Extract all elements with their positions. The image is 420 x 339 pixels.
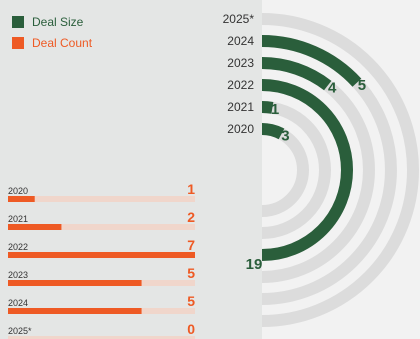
ring-year-label: 2024 xyxy=(227,34,254,48)
bar-fill xyxy=(8,224,62,230)
legend-swatch-deal-size xyxy=(12,16,24,28)
ring-year-label: 2025* xyxy=(223,12,255,26)
bar-value-label: 5 xyxy=(187,293,195,309)
bar-value-label: 7 xyxy=(187,237,195,253)
left-panel xyxy=(0,0,262,339)
ring-arc xyxy=(261,57,332,91)
bar-track xyxy=(8,336,195,339)
radial-chart: 2025* 5 2024 4 2023 19 2022 1 2021 3 2020 xyxy=(223,12,419,327)
bar-track xyxy=(8,196,195,202)
ring-value-label: 19 xyxy=(246,256,263,273)
bar-value-label: 0 xyxy=(187,321,195,337)
ring-track xyxy=(261,13,419,327)
ring-year-label: 2023 xyxy=(227,56,254,70)
ring-value-label: 4 xyxy=(328,79,337,96)
ring-arc xyxy=(261,101,274,114)
ring-arc xyxy=(261,79,353,261)
ring-value-label: 3 xyxy=(281,127,289,144)
legend: Deal Size Deal Count xyxy=(12,15,93,50)
bar-fill xyxy=(8,280,142,286)
bar-value-label: 5 xyxy=(187,265,195,281)
bar-year-label: 2023 xyxy=(8,270,28,280)
legend-label-deal-size: Deal Size xyxy=(32,15,84,29)
bar-value-label: 1 xyxy=(187,181,195,197)
bar-year-label: 2020 xyxy=(8,186,28,196)
ring-value-label: 1 xyxy=(271,101,279,118)
bar-value-label: 2 xyxy=(187,209,195,225)
bar-fill xyxy=(8,196,35,202)
bar-fill xyxy=(8,252,195,258)
ring-value-label: 5 xyxy=(358,77,366,94)
bar-fill xyxy=(8,308,142,314)
ring-arc xyxy=(261,35,362,87)
ring-track xyxy=(261,101,331,239)
ring-year-label: 2020 xyxy=(227,122,254,136)
bar-year-label: 2021 xyxy=(8,214,28,224)
bar-track xyxy=(8,224,195,230)
ring-arc xyxy=(261,123,285,140)
ring-year-label: 2021 xyxy=(227,100,254,114)
legend-label-deal-count: Deal Count xyxy=(32,36,93,50)
legend-swatch-deal-count xyxy=(12,37,24,49)
bar-year-label: 2025* xyxy=(8,326,32,336)
bar-year-label: 2024 xyxy=(8,298,28,308)
ring-year-label: 2022 xyxy=(227,78,254,92)
bar-year-label: 2022 xyxy=(8,242,28,252)
deal-count-bar-chart: 2020 1 2021 2 2022 7 2023 5 2024 5 2025* 0 xyxy=(8,181,195,339)
